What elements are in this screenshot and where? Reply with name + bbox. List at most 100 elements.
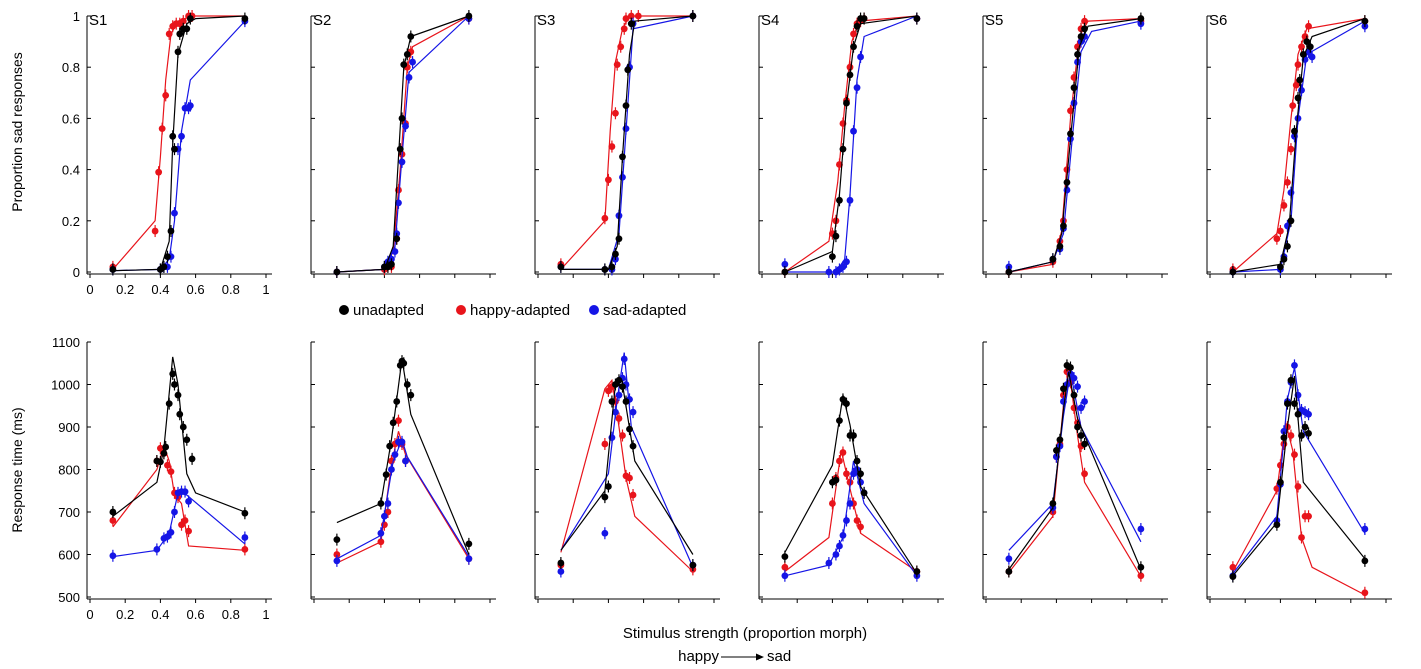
panel-s2: S2 xyxy=(310,10,496,603)
x-tick-label: 1 xyxy=(262,282,269,297)
unadapted-fit-line xyxy=(1008,371,1142,570)
happy-point xyxy=(601,214,609,222)
unadapted-fit-line xyxy=(1232,375,1366,577)
sad-point xyxy=(1077,404,1085,412)
unadapted-point xyxy=(393,235,401,243)
sad-series xyxy=(333,12,473,278)
happy-point xyxy=(151,227,159,235)
y-tick-label: 800 xyxy=(58,463,80,478)
sad-point xyxy=(1074,383,1081,391)
panel-s4: S4 xyxy=(758,12,944,603)
unadapted-point xyxy=(612,250,619,258)
happy-point xyxy=(395,417,402,425)
unadapted-point xyxy=(1060,222,1067,230)
unadapted-point xyxy=(1074,51,1081,58)
unadapted-point xyxy=(781,268,789,276)
proportion-axes: S6 xyxy=(1206,12,1392,278)
happy-point xyxy=(612,109,619,117)
sad-point xyxy=(1305,410,1312,418)
unadapted-point xyxy=(689,561,697,569)
unadapted-point xyxy=(171,145,178,153)
unadapted-point xyxy=(1303,38,1311,45)
happy-point xyxy=(1298,534,1305,541)
unadapted-point xyxy=(615,376,623,384)
unadapted-point xyxy=(1005,568,1013,575)
sad-fit-line xyxy=(1232,20,1366,273)
unadapted-point xyxy=(465,540,473,548)
unadapted-fit-line xyxy=(560,15,693,270)
happy-point xyxy=(1305,22,1312,30)
unadapted-point xyxy=(1077,432,1085,439)
unadapted-series xyxy=(557,374,697,572)
sad-point xyxy=(612,408,619,416)
sad-point xyxy=(857,478,864,486)
unadapted-point xyxy=(850,43,857,51)
sad-point xyxy=(1298,86,1305,94)
unadapted-point xyxy=(1301,423,1309,431)
unadapted-series xyxy=(1005,359,1145,578)
unadapted-point xyxy=(1005,268,1013,276)
unadapted-point xyxy=(183,25,191,33)
happy-point xyxy=(179,17,187,25)
happy-fit-line xyxy=(112,444,245,551)
unadapted-point xyxy=(836,196,843,204)
unadapted-point xyxy=(781,553,789,561)
sad-series xyxy=(109,485,249,562)
sad-point xyxy=(853,84,861,92)
unadapted-point xyxy=(1063,179,1071,186)
sad-point xyxy=(171,209,178,217)
happy-point xyxy=(843,470,850,478)
sad-series xyxy=(557,10,697,276)
unadapted-point xyxy=(601,266,609,273)
unadapted-series xyxy=(1229,15,1369,278)
unadapted-point xyxy=(407,391,415,399)
sad-fit-line xyxy=(336,438,470,560)
happy-point xyxy=(1137,572,1145,580)
panel-s5: S5 xyxy=(982,12,1168,603)
subject-label: S6 xyxy=(1209,12,1227,29)
happy-point xyxy=(109,517,117,524)
sad-point xyxy=(377,529,385,537)
happy-point xyxy=(601,440,609,448)
unadapted-point xyxy=(400,61,408,69)
unadapted-point xyxy=(619,383,626,391)
y-tick-label: 1000 xyxy=(51,378,80,393)
unadapted-point xyxy=(403,381,411,388)
legend-unadapted-marker xyxy=(339,305,349,315)
unadapted-fit-line xyxy=(1008,18,1141,273)
response-time-axes xyxy=(1206,341,1392,603)
sad-point xyxy=(839,531,847,539)
happy-point xyxy=(836,457,843,465)
unadapted-point xyxy=(389,419,397,427)
happy-point xyxy=(629,491,637,499)
unadapted-point xyxy=(913,15,921,22)
panel-s3: S3 xyxy=(534,10,720,603)
x-tick-label: 0 xyxy=(86,607,93,622)
unadapted-series xyxy=(1005,12,1145,278)
unadapted-point xyxy=(174,391,182,399)
sad-point xyxy=(388,466,395,473)
happy-point xyxy=(853,517,861,524)
sad-point xyxy=(1287,189,1295,197)
happy-point xyxy=(1305,512,1312,520)
legend-happy-label: happy-adapted xyxy=(470,302,570,319)
unadapted-point xyxy=(1306,43,1314,51)
happy-point xyxy=(1294,483,1302,490)
happy-series xyxy=(1229,421,1369,599)
unadapted-series xyxy=(1229,374,1369,583)
unadapted-point xyxy=(1229,268,1237,276)
proportion-axes: 0 0.2 0.4 0.6 0.8 1 0 0.2 0.4 0.6 0.8 1 S1 xyxy=(62,9,272,297)
unadapted-point xyxy=(557,559,565,567)
unadapted-point xyxy=(109,266,117,273)
sad-point xyxy=(622,125,630,133)
x-tick-label: 0 xyxy=(86,282,93,297)
sad-fit-line xyxy=(336,15,470,273)
unadapted-point xyxy=(1229,573,1237,580)
sad-point xyxy=(846,500,854,507)
unadapted-point xyxy=(1081,25,1088,33)
unadapted-point xyxy=(400,359,408,367)
subject-label: S2 xyxy=(313,12,331,29)
unadapted-series xyxy=(109,12,249,276)
happy-fit-line xyxy=(336,431,470,564)
y-tick-label: 700 xyxy=(58,505,80,520)
